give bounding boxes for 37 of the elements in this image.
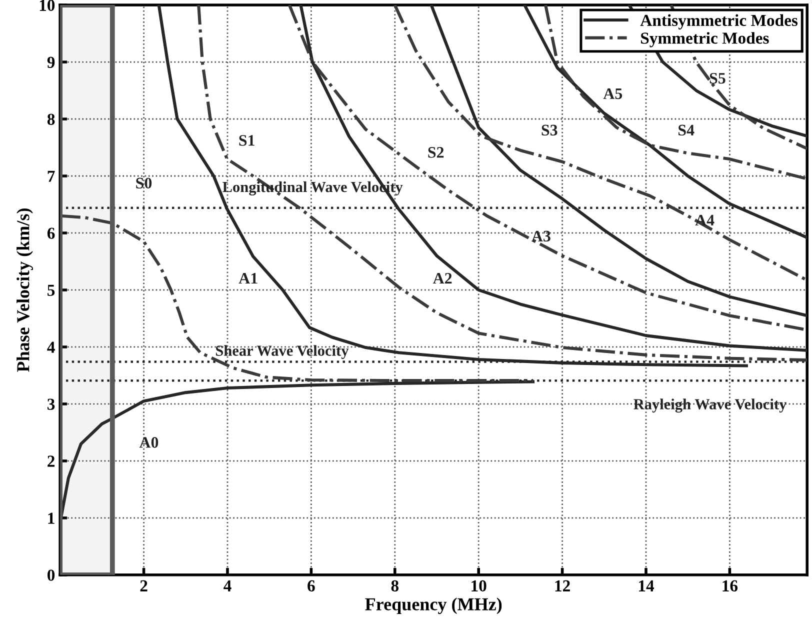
x-axis-title: Frequency (MHz) <box>365 598 502 614</box>
x-tick-label: 4 <box>224 580 232 592</box>
x-tick-label: 16 <box>722 580 738 592</box>
y-tick-label: 3 <box>48 398 55 410</box>
annotation: A1 <box>238 273 258 284</box>
x-tick-label: 8 <box>391 580 399 592</box>
ref-line-label: Rayleigh Wave Velocity <box>634 398 787 413</box>
x-tick-label: 12 <box>555 580 570 592</box>
annotation: S4 <box>678 124 694 136</box>
x-tick-label: 10 <box>472 580 486 592</box>
y-tick-label: 4 <box>47 342 55 353</box>
x-tick-label: 2 <box>140 580 148 592</box>
y-tick-label: 6 <box>47 228 55 239</box>
annotation: A4 <box>695 214 714 226</box>
x-tick-label: 6 <box>308 580 315 592</box>
y-tick-label: 7 <box>48 170 55 182</box>
legend-label: Symmetric Modes <box>641 32 769 48</box>
y-tick-label: 10 <box>40 0 55 11</box>
y-tick-label: 9 <box>47 56 55 68</box>
annotation: A2 <box>432 272 452 284</box>
annotation: S5 <box>710 72 726 84</box>
annotation: S1 <box>239 135 254 146</box>
y-axis-title: Phase Velocity (km/s) <box>16 208 34 372</box>
annotation: S2 <box>428 147 444 158</box>
y-tick-label: 1 <box>48 512 54 524</box>
annotation: S3 <box>542 124 558 136</box>
annotation: A3 <box>532 230 550 242</box>
y-tick-label: 8 <box>47 114 55 125</box>
annotation: S0 <box>136 178 152 189</box>
x-tick-label: 14 <box>639 580 654 592</box>
legend-label: Antisymmetric Modes <box>640 14 798 30</box>
y-tick-label: 5 <box>48 284 55 296</box>
annotation: A5 <box>603 88 622 100</box>
annotation: A0 <box>139 437 158 448</box>
ref-line-label: Shear Wave Velocity <box>216 345 349 359</box>
y-tick-label: 2 <box>48 456 55 467</box>
y-tick-label: 0 <box>48 570 55 581</box>
